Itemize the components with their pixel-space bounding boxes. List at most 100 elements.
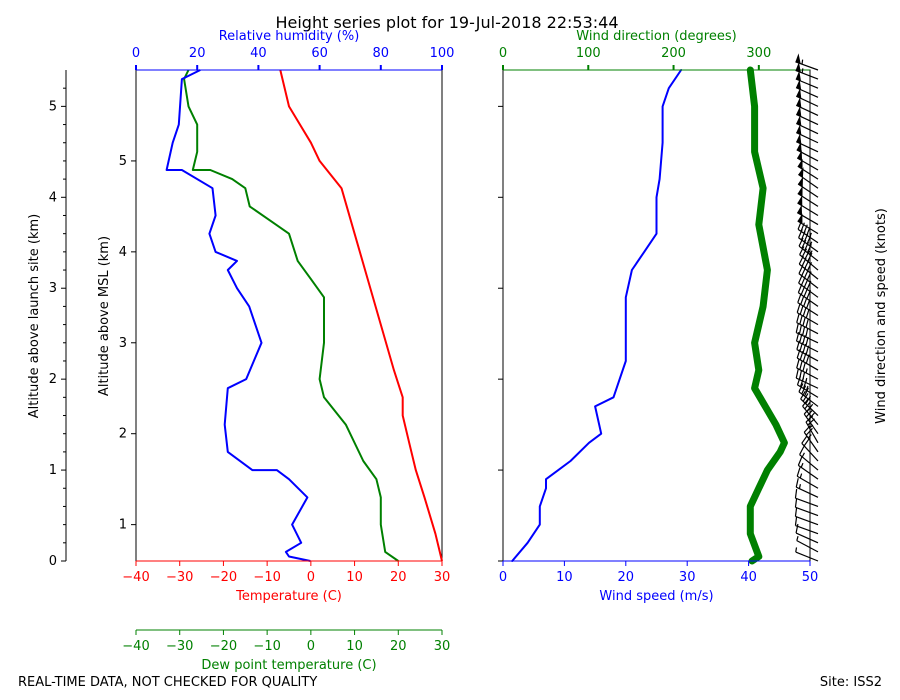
wind-barb-full (802, 307, 807, 317)
wind-barb (795, 88, 819, 107)
wind-barb (797, 185, 819, 207)
x-axis-tick-label: 40 (740, 570, 757, 585)
wind-barb-full (805, 318, 809, 328)
msl-axis-tick-label: 2 (119, 427, 127, 442)
wind-barb-flag (796, 141, 802, 153)
wind-barb-flag (797, 150, 803, 161)
wind-barb-full (806, 299, 811, 309)
x-axis-tick-label: 60 (311, 46, 328, 61)
wind-barb-staff (797, 302, 819, 317)
wind-barb-half (809, 250, 813, 256)
wind-barb-flag (795, 53, 801, 64)
wind-barb (796, 359, 819, 380)
wind-barb-full (798, 237, 804, 247)
wind-barb (797, 195, 819, 216)
wind-barb-full (799, 246, 805, 255)
x-axis-tick-label: 0 (499, 46, 507, 61)
wind-barb-staff (796, 312, 819, 326)
wind-barb-full (799, 305, 804, 315)
wind-barb-staff (795, 524, 819, 535)
x-axis-title: Wind direction (degrees) (576, 29, 736, 44)
wind-barb-staff (796, 540, 819, 553)
wind-barb (794, 507, 819, 526)
wind-barb-staff (798, 263, 819, 280)
wind-barb (803, 425, 819, 453)
wind-barb-flag (797, 158, 803, 170)
wind-barb-staff (796, 340, 819, 353)
wind-barb-half (795, 547, 798, 553)
wind-barb-full (802, 316, 806, 326)
wind-barb-full (801, 435, 808, 444)
wind-barb-staff (796, 367, 819, 380)
wind-barb (795, 368, 819, 389)
wind-barb (796, 303, 819, 326)
wind-barb (795, 124, 819, 144)
wind-barb-flag (797, 204, 803, 216)
wind-barb (795, 53, 819, 71)
wind-barb-staff (803, 431, 819, 453)
thermo-series (165, 69, 443, 562)
footer-quality-note: REAL-TIME DATA, NOT CHECKED FOR QUALITY (18, 675, 317, 690)
wind-speed-line (511, 69, 683, 562)
wind-barb-full (796, 313, 800, 323)
wind-barb (799, 446, 819, 471)
wind-barb (796, 536, 819, 553)
relative-humidity-line (165, 69, 311, 562)
wind-barb-flag (798, 176, 804, 188)
wind-barb-flag (796, 124, 802, 135)
wind-barb (795, 323, 819, 344)
wind-barb-staff (796, 149, 819, 162)
wind-barb-staff (798, 237, 819, 253)
wind-barb-staff (795, 515, 819, 526)
wind-barb-staff (795, 69, 819, 80)
wind-barb-staff (799, 454, 819, 471)
left-axis-tick-label: 0 (49, 554, 57, 569)
wind-barb-flag (796, 97, 802, 108)
wind-barb-full (794, 489, 798, 499)
msl-axis-tick-label: 1 (119, 518, 127, 533)
wind-barb-staff (803, 413, 819, 435)
wind-barb-flag (797, 213, 803, 224)
wind-barb-full (795, 323, 799, 333)
wind-barb-flag (795, 70, 802, 82)
wind-barb-full (801, 248, 808, 258)
x-axis-tick-label: 40 (250, 46, 267, 61)
wind-barb-half (807, 434, 812, 439)
wind-direction-line (746, 66, 788, 565)
wind-panel: 0 10 20 30 40 50 Wind speed (m/s) 0 100 200 300 Win… (498, 29, 889, 604)
wind-barb-full (805, 308, 810, 319)
wind-barb-staff (798, 391, 819, 407)
wind-series (511, 66, 788, 565)
wind-barb-staff (801, 442, 819, 462)
x-axis-tick-label: 300 (746, 46, 771, 61)
wind-barb (796, 313, 819, 335)
x-axis-tick-label: 0 (307, 639, 315, 654)
wind-barb-half (805, 368, 808, 374)
thermo-panel: 0 1 2 3 4 5 Altitude above launch site (km) 1 2 3… (27, 29, 454, 673)
x-axis-tick-label: 20 (189, 46, 206, 61)
wind-barb-full (797, 456, 803, 466)
wind-barb-full (799, 315, 803, 325)
wind-barb (797, 213, 819, 235)
x-axis-tick-label: 30 (434, 570, 451, 585)
wind-barb-half (800, 462, 804, 468)
wind-barb-staff (795, 377, 819, 389)
wind-barb-flag (796, 88, 802, 99)
wind-barb (795, 478, 819, 498)
wind-barb-staff (797, 228, 819, 244)
wind-barb-half (801, 59, 804, 65)
wind-barb-full (797, 293, 802, 303)
wind-barb-staff (797, 202, 819, 216)
wind-barb-staff (800, 398, 819, 416)
wind-barb-staff (795, 332, 819, 344)
wind-barb-staff (795, 551, 819, 562)
wind-barb-flag (796, 106, 802, 117)
x-axis-tick-label: −20 (210, 570, 237, 585)
wind-barb-full (794, 516, 798, 526)
wind-barb-full (801, 239, 807, 249)
wind-barb-staff (802, 405, 819, 425)
wind-barb-full (807, 252, 813, 262)
left-axis-tick-label: 3 (49, 281, 57, 296)
x-axis-tick-label: 10 (346, 570, 363, 585)
wind-barb-full (795, 523, 799, 534)
